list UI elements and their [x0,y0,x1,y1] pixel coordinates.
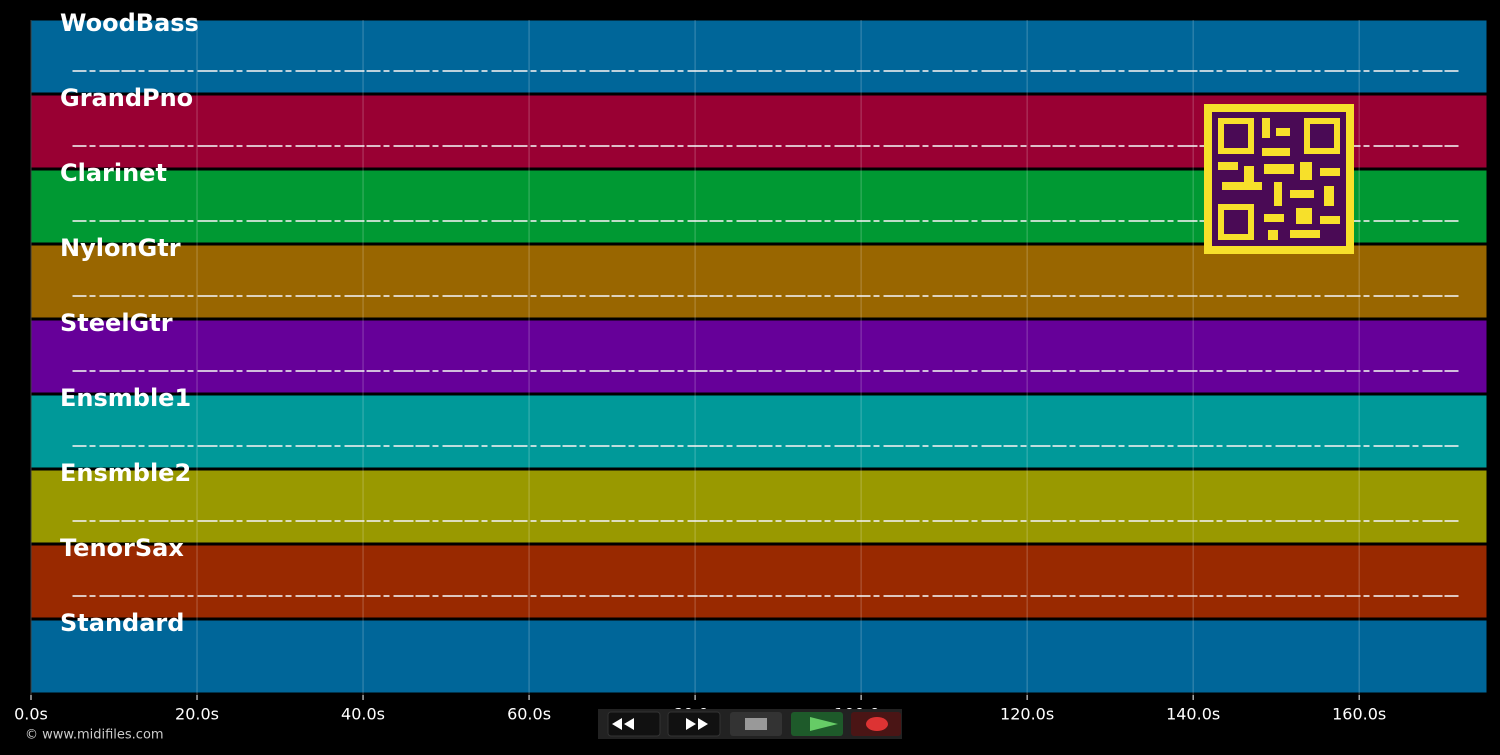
x-tick-label: 120.0s [1000,705,1054,724]
track-lane [30,244,1488,319]
track-name: WoodBass [60,9,199,37]
track-name: Ensmble1 [60,384,191,412]
track-lane [30,19,1488,94]
rewind-button[interactable] [607,711,661,737]
track-lane [30,469,1488,544]
stop-button[interactable] [730,712,782,736]
track-name: Clarinet [60,159,167,187]
record-button[interactable] [851,712,901,736]
track-name: Ensmble2 [60,459,191,487]
track-lane [30,544,1488,619]
x-tick-label: 140.0s [1166,705,1220,724]
x-tick-label: 0.0s [14,705,48,724]
track-lane [30,394,1488,469]
track-name: GrandPno [60,84,193,112]
x-tick-label: 60.0s [507,705,551,724]
qr-code [1204,104,1354,254]
track-lane [30,619,1488,694]
x-tick-label: 160.0s [1332,705,1386,724]
copyright: © www.midifiles.com [25,728,164,743]
track-lane [30,319,1488,394]
forward-button[interactable] [667,711,721,737]
controls [598,709,902,739]
x-tick-label: 40.0s [341,705,385,724]
track-name: SteelGtr [60,309,173,337]
track-name: TenorSax [60,534,184,562]
track-name: Standard [60,609,184,637]
track-name: NylonGtr [60,234,181,262]
play-button[interactable] [791,712,843,736]
x-tick-label: 20.0s [175,705,219,724]
